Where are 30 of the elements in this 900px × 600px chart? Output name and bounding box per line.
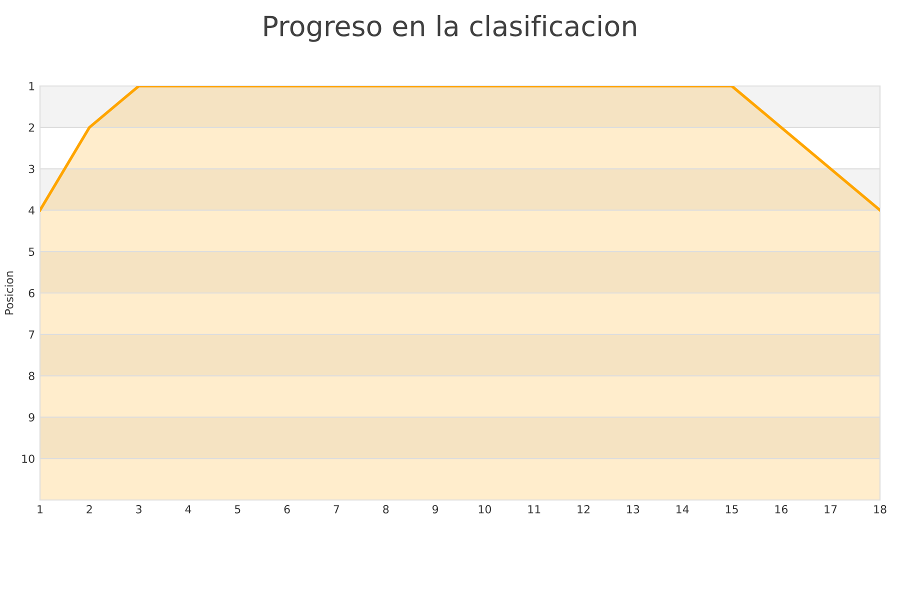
x-tick-label: 1 [38,505,43,514]
y-axis-title: Posicion [4,271,14,314]
y-tick-label: 9 [28,413,34,422]
x-tick-label: 8 [383,505,389,514]
x-tick-label: 12 [578,505,590,514]
y-tick-label: 8 [28,372,34,380]
x-tick-label: 17 [824,505,837,514]
y-tick-label: 7 [28,330,34,339]
x-tick-label: 10 [478,505,492,514]
y-tick-label: 6 [28,288,34,298]
x-tick-label: 2 [86,505,92,514]
y-tick-label: 1 [29,82,34,90]
x-tick-label: 11 [528,505,540,514]
x-tick-label: 15 [726,505,738,514]
x-tick-label: 4 [185,505,192,514]
y-tick-label: 4 [28,206,35,214]
x-tick-label: 7 [334,505,340,514]
x-tick-label: 6 [284,505,290,514]
x-tick-label: 13 [627,505,640,514]
x-tick-label: 18 [874,505,886,514]
y-tick-label: 2 [28,123,34,132]
y-tick-label: 5 [28,248,34,256]
x-tick-label: 5 [234,505,240,514]
x-tick-label: 3 [136,505,142,514]
chart-title: Progreso en la clasificacion [264,15,636,42]
x-tick-label: 9 [432,505,438,514]
x-tick-label: 14 [676,505,689,514]
y-tick-label: 10 [22,454,34,463]
y-tick-label: 3 [28,164,34,174]
x-tick-label: 16 [775,505,788,514]
